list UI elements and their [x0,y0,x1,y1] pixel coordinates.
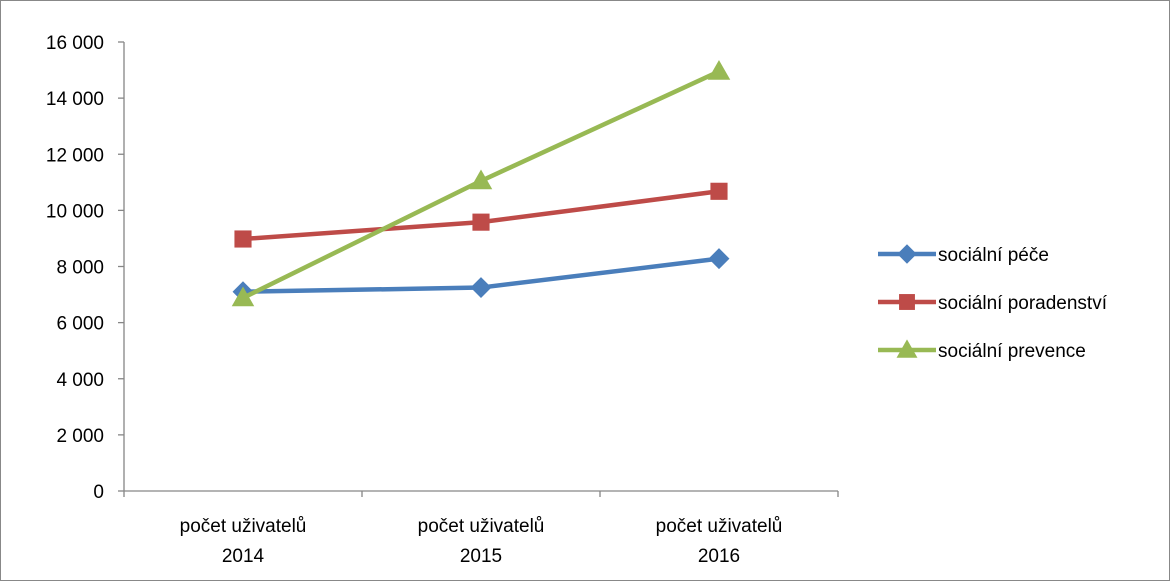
x-tick-label: počet uživatelů 2015 [418,516,545,567]
data-point [234,230,252,248]
legend-marker [896,339,918,358]
y-tick-label: 2 000 [56,426,104,447]
legend-item-1: sociální péče [878,244,1049,266]
y-tick-label: 16 000 [46,33,104,54]
y-tick-label: 8 000 [56,258,104,279]
legend-item-3: sociální prevence [878,339,1086,362]
series-layer [231,60,731,307]
series-3 [231,60,731,307]
data-point [708,248,730,270]
legend-marker [899,294,915,310]
legend-label: sociální péče [938,245,1049,266]
data-point [470,277,492,299]
data-point [707,60,731,80]
y-tick-label: 4 000 [56,370,104,391]
legend-label: sociální poradenství [938,293,1108,314]
x-tick-label: počet uživatelů 2016 [656,516,783,567]
legend-marker [897,244,917,264]
y-tick-label: 14 000 [46,89,104,110]
x-axis-ticks: počet uživatelů 2014 počet uživatelů 2015 po… [123,491,839,567]
data-point [231,286,255,307]
series-2 [234,182,728,248]
data-point [469,169,493,190]
y-tick-label: 10 000 [46,201,104,222]
legend-label: sociální prevence [938,341,1086,362]
data-point [472,213,490,231]
y-axis-ticks: 0 2 000 4 000 6 000 8 000 10 000 12 000 14 000 1… [46,33,124,503]
series-1 [232,248,730,303]
data-point [710,182,728,200]
y-tick-label: 0 [93,482,104,503]
x-tick-label: počet uživatelů 2014 [180,516,307,567]
axes [123,42,838,492]
legend-item-2: sociální poradenství [878,293,1108,314]
y-tick-label: 6 000 [56,314,104,335]
y-tick-label: 12 000 [46,145,104,166]
legend: sociální péče sociální poradenství sociáln… [878,244,1108,362]
